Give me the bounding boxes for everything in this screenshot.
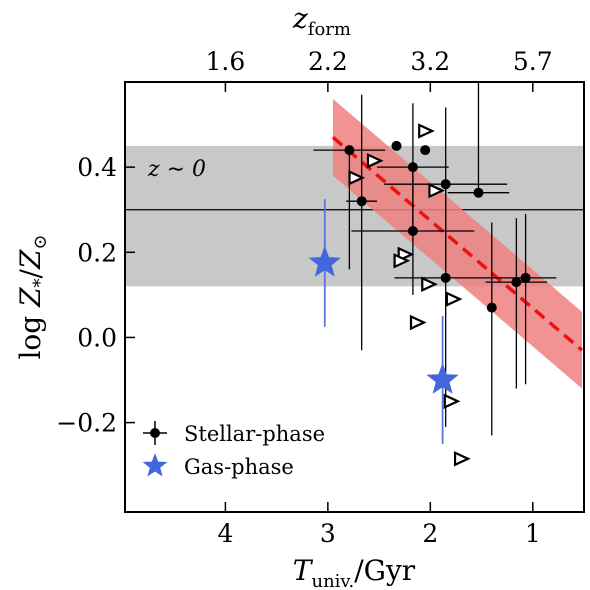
stellar-point [391, 140, 402, 151]
top-tick-label: 2.2 [308, 47, 348, 76]
z0-band-label: z ∼ 0 [147, 157, 206, 182]
x-axis-label: Tuniv./Gyr [293, 554, 416, 590]
data-markers [308, 123, 531, 467]
y-tick-label: 0.0 [77, 323, 117, 352]
top-tick-label: 5.7 [513, 47, 553, 76]
limit-triangle [366, 153, 384, 169]
gas-star [426, 363, 459, 394]
limit-triangle [443, 393, 461, 410]
stellar-point [440, 179, 451, 190]
top-axis-label: zform [292, 2, 351, 40]
limit-triangle [409, 314, 427, 331]
gas-star [308, 245, 341, 277]
stellar-point [511, 277, 522, 288]
x-tick-label: 3 [320, 519, 336, 548]
stellar-point [407, 162, 418, 173]
fit-line [331, 136, 584, 352]
stellar-point [473, 187, 484, 198]
limit-triangle [428, 182, 446, 199]
limit-triangle [453, 451, 471, 467]
stellar-point [344, 145, 355, 156]
axis-ticks: 4 3 2 1 1.6 2.2 3.2 5.7 0.4 0.2 0.0 −0.2 [56, 47, 552, 548]
stellar-point [407, 226, 418, 237]
limit-triangle [348, 170, 366, 186]
stellar-point [420, 145, 431, 156]
y-axis-label: log Z*/Z⊙ [14, 234, 51, 359]
limit-triangle [418, 123, 435, 139]
y-tick-label: 0.2 [77, 238, 117, 267]
x-tick-label: 4 [217, 519, 233, 548]
legend-stellar-marker [150, 428, 160, 438]
top-tick-label: 1.6 [206, 47, 246, 76]
plot-frame [124, 81, 585, 513]
legend: Stellar-phase Gas-phase [142, 421, 325, 479]
limit-triangle [393, 253, 411, 269]
legend-gas-label: Gas-phase [184, 455, 294, 479]
limit-triangle [421, 276, 438, 292]
legend-gas-marker [142, 453, 168, 477]
stellar-point [440, 272, 451, 283]
stellar-point [486, 302, 497, 313]
background-bands [125, 99, 584, 389]
y-tick-label: 0.4 [77, 153, 117, 182]
legend-stellar-label: Stellar-phase [184, 422, 325, 446]
x-tick-label: 1 [525, 519, 541, 548]
stellar-point [520, 272, 531, 283]
gas-star-icon [142, 453, 168, 477]
top-tick-label: 3.2 [410, 47, 450, 76]
x-tick-label: 2 [422, 519, 438, 548]
stellar-point [356, 196, 367, 207]
limit-triangle [445, 291, 463, 307]
y-tick-label: −0.2 [56, 409, 117, 438]
